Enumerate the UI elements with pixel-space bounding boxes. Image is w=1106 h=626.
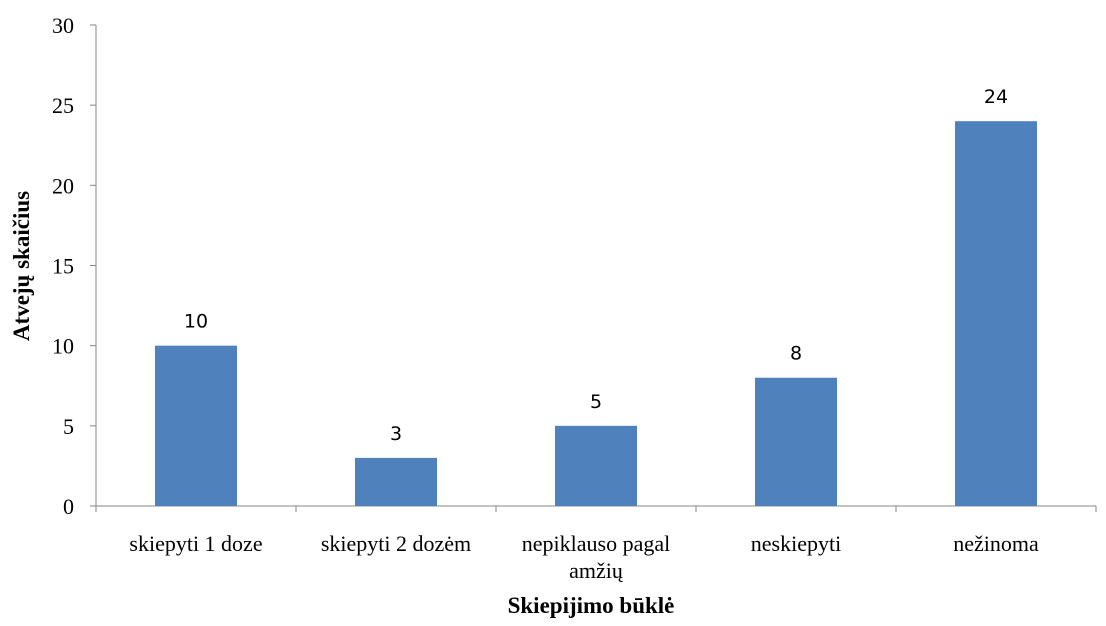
- bar: [355, 457, 437, 506]
- x-axis: [95, 505, 1097, 512]
- y-tick-label: 30: [52, 13, 74, 38]
- y-tick-label: 25: [52, 93, 74, 118]
- data-labels: 10 3 5 8 24: [184, 86, 1008, 445]
- data-label: 3: [390, 423, 402, 445]
- data-label: 24: [984, 86, 1008, 108]
- x-tick-label: skiepyti 1 doze: [129, 531, 262, 556]
- bar: [555, 425, 637, 506]
- data-label: 10: [184, 311, 208, 333]
- y-tick-label: 5: [63, 414, 74, 439]
- x-tick-label: neskiepyti: [751, 531, 841, 556]
- bar: [955, 121, 1037, 506]
- y-axis: 0 5 10 15 20 25 30: [52, 13, 97, 519]
- x-tick-label: amžių: [569, 558, 624, 583]
- y-tick-label: 0: [63, 494, 74, 519]
- data-label: 8: [790, 343, 802, 365]
- x-tick-label: nežinoma: [953, 531, 1039, 556]
- y-tick-label: 15: [52, 254, 74, 279]
- y-tick-label: 20: [52, 173, 74, 198]
- y-axis-title: Atvejų skaičius: [9, 191, 34, 341]
- bars: [155, 121, 1037, 506]
- y-tick-label: 10: [52, 334, 74, 359]
- bar: [755, 377, 837, 506]
- x-tick-label: skiepyti 2 dozėm: [321, 531, 471, 556]
- data-label: 5: [590, 391, 602, 413]
- bar: [155, 345, 237, 506]
- x-tick-label: nepiklauso pagal: [522, 531, 670, 556]
- category-labels: skiepyti 1 doze skiepyti 2 dozėm nepiklaus…: [129, 531, 1039, 583]
- x-axis-title: Skiepijimo būklė: [508, 593, 675, 618]
